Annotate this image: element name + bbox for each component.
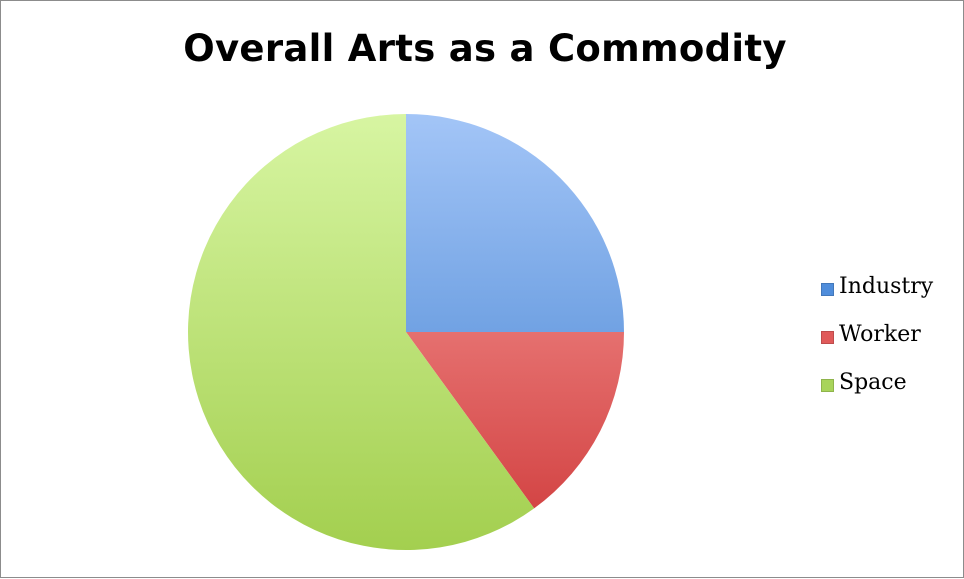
legend-item-industry: Industry [819,271,959,319]
legend-label-worker: Worker [839,322,921,347]
pie-slice-worker [406,332,624,509]
legend-item-worker: Worker [819,319,959,367]
legend: Industry Worker Space [819,271,959,415]
legend-swatch-worker [821,331,834,344]
legend-swatch-space [821,379,834,392]
pie-slice-space [187,114,535,551]
legend-label-industry: Industry [839,274,934,299]
pie-slice-industry [406,114,624,332]
legend-swatch-industry [821,283,834,296]
legend-item-space: Space [819,367,959,415]
pie-slices [187,114,624,551]
chart-title: Overall Arts as a Commodity [183,27,787,70]
legend-label-space: Space [839,370,907,395]
